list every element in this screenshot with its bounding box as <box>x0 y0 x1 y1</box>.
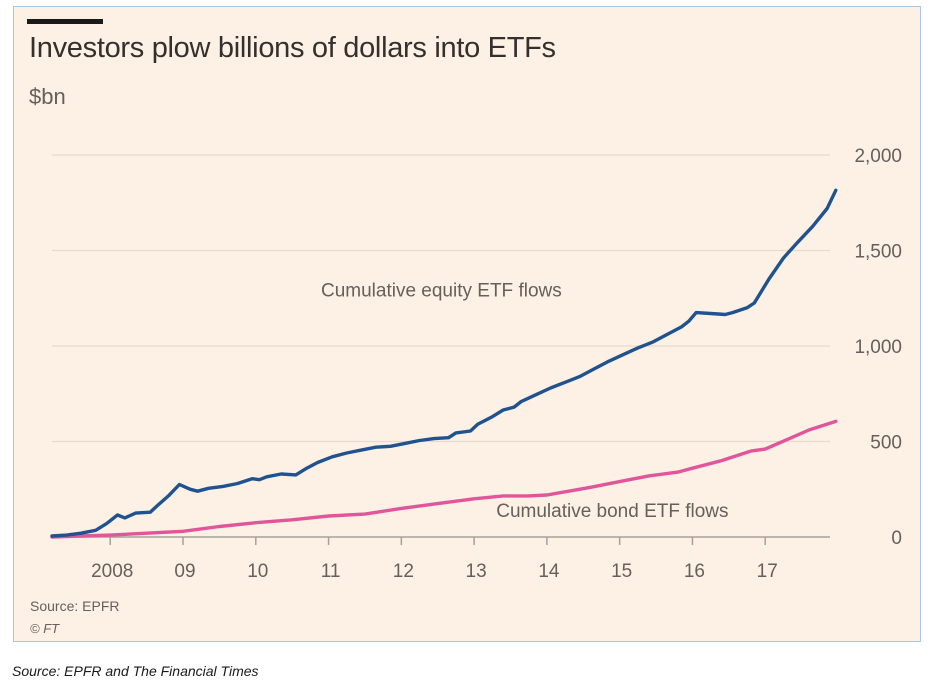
series-lines <box>50 188 838 539</box>
x-tick-label: 09 <box>174 561 195 582</box>
unit-label: $bn <box>29 84 66 109</box>
equity-line <box>50 188 838 538</box>
x-tick-label: 14 <box>538 561 560 582</box>
y-tick-label: 2,000 <box>854 146 902 167</box>
y-tick-label: 0 <box>891 528 902 549</box>
annotations: Cumulative equity ETF flows Cumulative bo… <box>321 280 729 522</box>
source-note: Source: EPFR <box>30 598 120 614</box>
x-tick-label: 11 <box>321 561 341 582</box>
y-axis-ticks: 0 500 1,000 1,500 2,000 <box>854 146 902 549</box>
y-tick-label: 500 <box>870 433 902 454</box>
x-tick-label: 17 <box>757 561 778 582</box>
gridlines <box>52 154 830 443</box>
x-tick-label: 10 <box>247 561 268 582</box>
x-tick-label: 12 <box>393 561 414 582</box>
y-tick-label: 1,000 <box>854 337 902 358</box>
equity-series-label: Cumulative equity ETF flows <box>321 280 562 301</box>
x-tick-label: 16 <box>684 561 705 582</box>
y-tick-label: 1,500 <box>854 242 902 263</box>
x-axis-ticks: 2008 09 10 11 12 13 14 15 16 17 <box>91 537 778 582</box>
chart-title: Investors plow billions of dollars into … <box>29 32 556 64</box>
bond-series-label: Cumulative bond ETF flows <box>496 501 728 522</box>
chart-panel <box>13 6 921 642</box>
ft-header-bar <box>27 19 103 24</box>
x-tick-label: 2008 <box>91 561 133 582</box>
copyright-note: © FT <box>30 621 60 636</box>
bond-line <box>50 419 838 539</box>
image-caption: Source: EPFR and The Financial Times <box>12 663 259 679</box>
x-tick-label: 15 <box>611 561 632 582</box>
x-tick-label: 13 <box>466 561 487 582</box>
